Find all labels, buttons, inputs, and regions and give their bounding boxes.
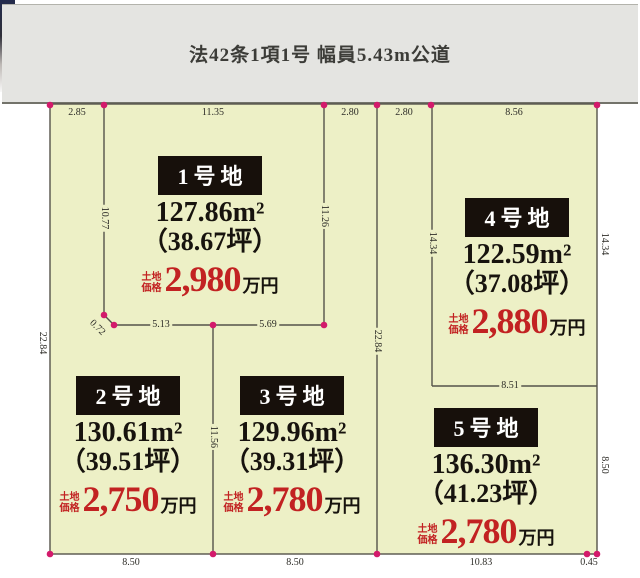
plot-5-info: 5号地 136.30m² （41.23坪） 土地 価格 2,780 万円 (396, 408, 576, 550)
vertex-dots (46, 101, 601, 558)
plot-2-tsubo: （39.51坪） (59, 447, 197, 477)
plot-4-price: 土地 価格 2,880 万円 (427, 302, 607, 340)
price-caption-bottom: 価格 (59, 503, 80, 515)
plot-3-tsubo: （39.31坪） (223, 447, 361, 477)
road-banner: 法42条1項1号 幅員5.43m公道 (2, 4, 638, 104)
plot-2-price-value: 2,750 (82, 479, 160, 520)
plot-3-name: 3号地 (240, 376, 344, 415)
price-unit: 万円 (549, 318, 586, 339)
dim-bottom-4: 0.45 (580, 557, 598, 568)
plot-1-area: 127.86m² (155, 197, 265, 228)
plot-area (49, 103, 598, 555)
dim-top-5: 8.56 (505, 107, 523, 118)
dim-top-1: 2.85 (68, 107, 86, 118)
plot-5-price-value: 2,780 (440, 511, 518, 552)
plot-3-info: 3号地 129.96m² （39.31坪） 土地 価格 2,780 万円 (202, 376, 382, 518)
plot-4-info: 4号地 122.59m² （37.08坪） 土地 価格 2,880 万円 (427, 198, 607, 340)
price-caption-bottom: 価格 (448, 325, 469, 337)
plot-3-price-value: 2,780 (246, 479, 324, 520)
dim-top-4: 2.80 (395, 107, 413, 118)
dim-left-edge: 22.84 (37, 331, 48, 355)
price-caption-top: 土地 (141, 271, 162, 283)
dim-bottom-2: 8.50 (286, 557, 304, 568)
plot-1-tsubo: （38.67坪） (141, 227, 279, 257)
plot-5-tsubo: （41.23坪） (417, 479, 555, 509)
dim-plot1-right-height: 11.26 (318, 202, 330, 230)
plot-1-info: 1号地 127.86m² （38.67坪） 土地 価格 2,980 万円 (120, 156, 300, 298)
plot-4-tsubo: （37.08坪） (448, 269, 586, 299)
price-unit: 万円 (324, 496, 361, 517)
road-label: 法42条1項1号 幅員5.43m公道 (189, 45, 451, 66)
plot-3-price: 土地 価格 2,780 万円 (202, 480, 382, 518)
dim-col1-height: 10.77 (98, 204, 110, 232)
price-caption-top: 土地 (448, 313, 469, 325)
plot-4-price-value: 2,880 (471, 301, 549, 342)
plot-4-name: 4号地 (465, 198, 569, 237)
plot-5-area: 136.30m² (431, 449, 541, 480)
price-caption-top: 土地 (59, 491, 80, 503)
dim-bottom-3: 10.83 (469, 557, 493, 568)
plot-1-price: 土地 価格 2,980 万円 (120, 260, 300, 298)
plot-5-price: 土地 価格 2,780 万円 (396, 512, 576, 550)
price-unit: 万円 (518, 528, 555, 549)
plot-2-area: 130.61m² (73, 417, 183, 448)
price-unit: 万円 (160, 496, 197, 517)
dim-bottom-1: 8.50 (122, 557, 140, 568)
plot-1-price-value: 2,980 (164, 259, 242, 300)
plot-2-name: 2号地 (76, 376, 180, 415)
price-caption-bottom: 価格 (223, 503, 244, 515)
dim-top-3: 2.80 (341, 107, 359, 118)
price-caption-bottom: 価格 (141, 283, 162, 295)
dim-seg-851: 8.51 (499, 380, 521, 392)
price-caption-top: 土地 (223, 491, 244, 503)
plot-2-price: 土地 価格 2,750 万円 (38, 480, 218, 518)
price-caption-bottom: 価格 (417, 535, 438, 547)
plot-4-area: 122.59m² (462, 239, 572, 270)
dim-seg-a: 5.13 (150, 319, 172, 331)
plot-5-name: 5号地 (434, 408, 538, 447)
plot-1-name: 1号地 (158, 156, 262, 195)
plot-2-info: 2号地 130.61m² （39.51坪） 土地 価格 2,750 万円 (38, 376, 218, 518)
plot-3-area: 129.96m² (237, 417, 347, 448)
dim-right-lower: 8.50 (599, 456, 610, 474)
dim-mid-height: 22.84 (371, 327, 383, 355)
price-caption-top: 土地 (417, 523, 438, 535)
price-unit: 万円 (242, 276, 279, 297)
dim-seg-b: 5.69 (257, 319, 279, 331)
dim-top-2: 11.35 (201, 107, 225, 118)
